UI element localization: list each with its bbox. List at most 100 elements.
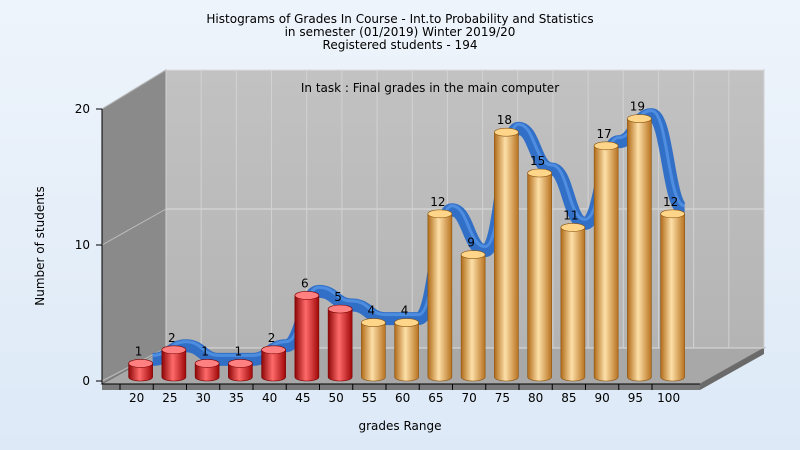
data-label: 1 bbox=[135, 344, 143, 358]
data-label: 2 bbox=[268, 331, 276, 345]
grid-line-wall bbox=[101, 208, 167, 246]
bar-cap bbox=[294, 291, 320, 300]
bar-cap bbox=[327, 304, 353, 314]
grid-line-wall bbox=[101, 69, 167, 110]
bar-cap bbox=[261, 345, 286, 355]
bar-body bbox=[527, 172, 552, 382]
x-tick-label: 30 bbox=[195, 391, 210, 405]
y-tick-label: 20 bbox=[75, 102, 90, 116]
data-label: 1 bbox=[201, 344, 209, 358]
bar-100 bbox=[660, 209, 685, 382]
data-label: 12 bbox=[430, 195, 445, 209]
x-tick-label: 35 bbox=[229, 391, 244, 405]
x-tick-label: 70 bbox=[461, 391, 476, 405]
bar-20 bbox=[128, 359, 153, 382]
bar-body bbox=[627, 118, 652, 382]
bar-cap bbox=[660, 209, 685, 219]
y-tick-label: 0 bbox=[82, 374, 90, 388]
x-tick-label: 65 bbox=[428, 391, 443, 405]
data-label: 9 bbox=[467, 236, 475, 250]
bar-cap bbox=[460, 250, 486, 259]
bar-70 bbox=[460, 250, 486, 382]
y-tick-label: 10 bbox=[75, 238, 90, 252]
x-tick-label: 55 bbox=[362, 391, 377, 405]
data-label: 11 bbox=[563, 208, 578, 222]
data-label: 1 bbox=[235, 344, 243, 358]
bar-cap bbox=[228, 359, 253, 368]
bar-50 bbox=[327, 304, 353, 382]
bar-75 bbox=[494, 127, 519, 382]
floor-edge-side bbox=[700, 348, 764, 390]
data-label: 19 bbox=[630, 100, 645, 114]
bar-cap bbox=[161, 345, 187, 355]
bar-85 bbox=[560, 223, 586, 382]
x-tick-label: 100 bbox=[657, 391, 680, 405]
bar-body bbox=[660, 213, 685, 382]
data-label: 2 bbox=[168, 331, 176, 345]
x-axis-title: grades Range bbox=[358, 419, 441, 433]
bar-60 bbox=[394, 318, 419, 382]
bar-cap bbox=[128, 359, 153, 368]
chart-title-line-1: Histograms of Grades In Course - Int.to … bbox=[206, 12, 594, 26]
data-label: 4 bbox=[401, 304, 409, 318]
bar-cap bbox=[593, 141, 619, 151]
x-tick-label: 60 bbox=[395, 391, 410, 405]
data-label: 18 bbox=[497, 113, 512, 127]
bar-cap bbox=[361, 318, 386, 327]
bar-cap bbox=[427, 209, 453, 219]
bar-body bbox=[361, 322, 386, 382]
y-axis-title: Number of students bbox=[33, 186, 47, 306]
bar-65 bbox=[427, 209, 453, 382]
data-label: 4 bbox=[368, 304, 376, 318]
bar-body bbox=[128, 363, 153, 382]
bar-body bbox=[194, 363, 220, 382]
bar-body bbox=[560, 227, 586, 382]
bar-80 bbox=[527, 168, 552, 382]
data-label: 12 bbox=[663, 195, 678, 209]
bar-layer bbox=[128, 114, 685, 382]
bar-cap bbox=[494, 127, 519, 137]
bar-30 bbox=[194, 359, 220, 382]
data-label: 17 bbox=[596, 127, 611, 141]
bar-55 bbox=[361, 318, 386, 382]
x-tick-label: 85 bbox=[561, 391, 576, 405]
chart-title-line-2: in semester (01/2019) Winter 2019/20 bbox=[284, 25, 516, 39]
bar-90 bbox=[593, 141, 619, 382]
x-tick-label: 25 bbox=[162, 391, 177, 405]
bar-body bbox=[294, 295, 320, 382]
bar-body bbox=[460, 254, 486, 382]
bar-body bbox=[161, 349, 187, 382]
data-label: 15 bbox=[530, 154, 545, 168]
chart-title-line-3: Registered students - 194 bbox=[322, 38, 478, 52]
bar-cap bbox=[560, 223, 586, 232]
bar-body bbox=[494, 131, 519, 382]
x-tick-label: 45 bbox=[295, 391, 310, 405]
x-tick-label: 75 bbox=[495, 391, 510, 405]
x-tick-label: 40 bbox=[262, 391, 277, 405]
bar-body bbox=[327, 308, 353, 382]
bar-95 bbox=[627, 114, 652, 382]
x-tick-label: 50 bbox=[328, 391, 343, 405]
bar-body bbox=[394, 322, 419, 382]
bar-body bbox=[427, 213, 453, 382]
data-label: 5 bbox=[334, 290, 342, 304]
floor-edge bbox=[102, 384, 700, 390]
bar-cap bbox=[627, 114, 652, 123]
data-label: 6 bbox=[301, 276, 309, 290]
bar-cap bbox=[194, 359, 220, 368]
x-tick-label: 95 bbox=[628, 391, 643, 405]
bar-35 bbox=[228, 359, 253, 382]
bar-body bbox=[593, 145, 619, 382]
bar-40 bbox=[261, 345, 286, 382]
x-tick-label: 90 bbox=[594, 391, 609, 405]
chart-subtitle: In task : Final grades in the main compu… bbox=[301, 81, 559, 95]
bar-cap bbox=[394, 318, 419, 327]
bar-45 bbox=[294, 291, 320, 382]
x-tick-label: 20 bbox=[129, 391, 144, 405]
bar-cap bbox=[527, 168, 552, 178]
x-tick-label: 80 bbox=[528, 391, 543, 405]
